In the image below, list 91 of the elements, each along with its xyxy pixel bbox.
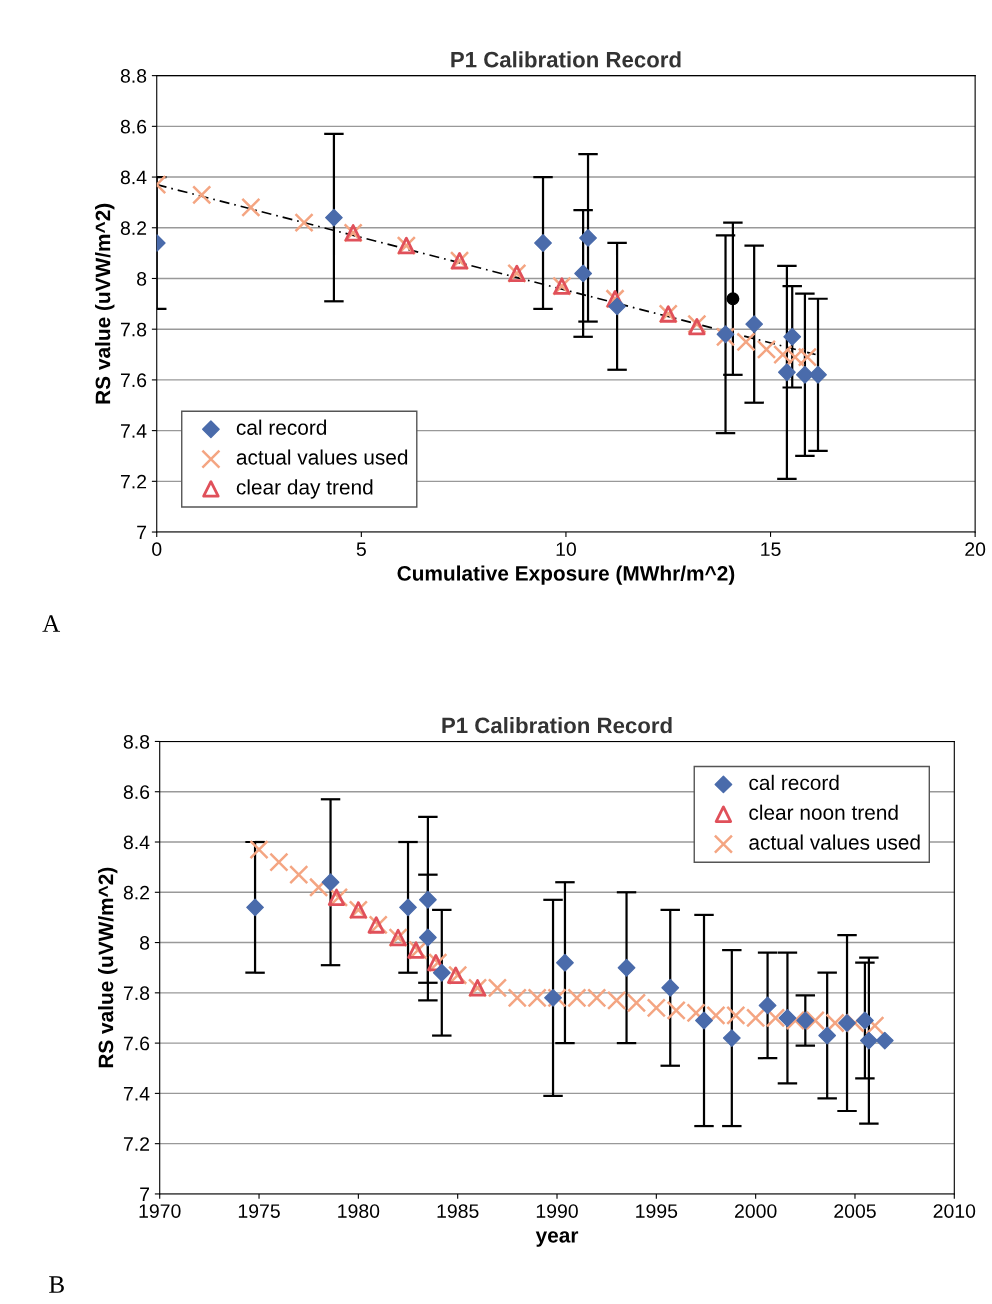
- point: [269, 852, 289, 872]
- point: [308, 877, 329, 898]
- point: [418, 928, 437, 947]
- point: [544, 988, 562, 1007]
- point: [608, 297, 626, 316]
- point: [249, 839, 269, 860]
- point: [809, 365, 827, 384]
- y-tick-label: 8.6: [120, 119, 147, 134]
- y-tick-label: 8: [137, 271, 147, 286]
- point: [534, 234, 552, 252]
- point: [818, 1026, 837, 1045]
- point: [785, 347, 805, 367]
- x-axis-title: year: [535, 1231, 579, 1247]
- y-tick-label: 7.6: [123, 1036, 150, 1051]
- y-tick-label: 8.4: [123, 835, 150, 850]
- point: [695, 1011, 713, 1030]
- y-tick-label: 7.2: [123, 1137, 150, 1151]
- point: [797, 347, 818, 367]
- x-axis-title: Cumulative Exposure (MWhr/m^2): [397, 565, 735, 585]
- x-tick-label: 1975: [238, 1204, 280, 1218]
- y-tick-label: 8.4: [120, 170, 147, 185]
- chart-title: P1 Calibration Record: [442, 717, 672, 734]
- point: [191, 185, 212, 205]
- text: A: [42, 615, 61, 632]
- y-tick-label: 7.2: [120, 474, 147, 489]
- point: [777, 363, 796, 382]
- x-tick-label: 20: [965, 542, 986, 557]
- point: [722, 1029, 741, 1047]
- x-tick-label: 2005: [834, 1204, 876, 1218]
- y-tick-label: 8.8: [120, 69, 147, 83]
- y-tick-label: 8.8: [123, 734, 150, 749]
- point: [859, 1031, 878, 1050]
- x-tick-label: 1995: [636, 1204, 678, 1218]
- legend-label: cal record: [236, 419, 327, 435]
- point: [289, 864, 309, 885]
- point: [432, 963, 451, 982]
- point: [726, 292, 740, 306]
- y-tick-label: 8.6: [123, 785, 150, 799]
- point: [795, 365, 814, 384]
- point: [418, 890, 437, 909]
- x-tick-label: 2010: [933, 1204, 976, 1218]
- x-tick-label: 1980: [338, 1204, 380, 1218]
- point: [574, 264, 593, 283]
- x-tick-label: 2000: [735, 1204, 777, 1218]
- legend-label: actual values used: [236, 449, 408, 465]
- y-tick-label: 7: [140, 1187, 150, 1201]
- y-tick-label: 7.4: [123, 1087, 150, 1101]
- point: [778, 1009, 797, 1027]
- point: [773, 344, 793, 365]
- legend-label: clear day trend: [236, 479, 373, 499]
- point: [745, 315, 764, 334]
- chart-title: P1 Calibration Record: [451, 51, 681, 68]
- point: [579, 228, 597, 247]
- y-tick-label: 8: [140, 936, 150, 950]
- y-tick-label: 8.2: [120, 221, 147, 235]
- point: [838, 1014, 856, 1032]
- point: [399, 898, 417, 917]
- x-tick-label: 15: [761, 542, 781, 557]
- text: B: [49, 1276, 64, 1293]
- y-axis-title: RS value (uVW/m^2): [95, 203, 115, 404]
- y-tick-label: 7.8: [120, 322, 147, 337]
- legend-label: cal record: [749, 774, 839, 791]
- y-tick-label: 7.4: [120, 424, 147, 438]
- y-tick-label: 7.6: [120, 373, 147, 388]
- point: [856, 1011, 874, 1030]
- x-tick-label: 1990: [536, 1204, 578, 1218]
- point: [661, 978, 680, 997]
- legend-label: clear noon trend: [749, 804, 898, 820]
- point: [294, 212, 314, 233]
- x-tick-label: 0: [152, 542, 162, 557]
- y-tick-label: 8.2: [123, 885, 150, 900]
- point: [325, 208, 343, 227]
- point: [246, 898, 264, 917]
- x-tick-label: 1970: [139, 1204, 181, 1218]
- y-tick-label: 7: [137, 525, 147, 540]
- legend-label: actual values used: [749, 834, 920, 850]
- x-tick-label: 10: [556, 542, 576, 557]
- x-tick-label: 5: [356, 542, 366, 557]
- y-tick-label: 7.8: [123, 986, 150, 1001]
- point: [796, 1011, 815, 1030]
- point: [875, 1031, 894, 1050]
- point: [756, 339, 777, 360]
- point: [241, 197, 261, 218]
- y-axis-title: RS value (uVW/m^2): [97, 867, 118, 1068]
- point: [321, 873, 340, 892]
- point: [617, 958, 636, 977]
- point: [783, 327, 802, 346]
- point: [758, 996, 777, 1015]
- x-tick-label: 1985: [437, 1204, 479, 1218]
- point: [736, 332, 756, 352]
- point: [556, 953, 574, 972]
